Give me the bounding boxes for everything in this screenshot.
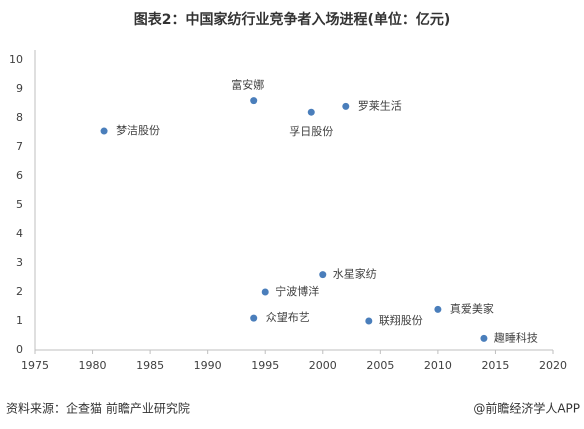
point [261, 288, 269, 296]
y-tick-label: 6 [16, 169, 23, 182]
chart-title: 图表2：中国家纺行业竞争者入场进程(单位：亿元) [134, 11, 451, 28]
point-label: 真爱美家 [450, 301, 494, 315]
y-tick-label: 4 [16, 227, 23, 240]
point-label: 富安娜 [231, 78, 264, 92]
point [365, 317, 373, 325]
point [342, 102, 350, 110]
point [434, 305, 442, 313]
point-label: 孚日股份 [289, 125, 333, 138]
point [100, 127, 108, 135]
brand: @前瞻经济学人APP [473, 401, 580, 416]
point [480, 334, 488, 342]
y-tick-label: 0 [16, 343, 23, 356]
point-label: 水星家纺 [333, 267, 377, 281]
point-label: 趣睡科技 [494, 330, 538, 344]
x-tick-label: 1995 [251, 359, 279, 372]
point-label: 联翔股份 [379, 313, 423, 327]
y-tick-label: 10 [9, 53, 23, 66]
x-tick-label: 2005 [366, 359, 394, 372]
x-tick-label: 2020 [539, 359, 567, 372]
y-tick-label: 9 [16, 82, 23, 95]
point-label: 梦洁股份 [116, 124, 160, 137]
y-tick-label: 8 [16, 111, 23, 124]
point [250, 97, 258, 105]
x-tick-label: 1975 [21, 359, 49, 372]
point [307, 108, 315, 116]
point-label: 宁波博洋 [275, 284, 319, 298]
y-tick-label: 3 [16, 256, 23, 269]
source: 资料来源：企查猫 前瞻产业研究院 [6, 401, 190, 416]
point-label: 罗莱生活 [358, 98, 402, 112]
x-tick-label: 1985 [136, 359, 164, 372]
x-tick-label: 1980 [79, 359, 107, 372]
x-tick-label: 2010 [424, 359, 452, 372]
point [250, 314, 258, 322]
x-tick-label: 1990 [194, 359, 222, 372]
x-tick-label: 2000 [309, 359, 337, 372]
point-label: 众望布艺 [266, 311, 310, 324]
x-tick-label: 2015 [481, 359, 509, 372]
point [319, 271, 327, 279]
y-tick-label: 2 [16, 285, 23, 298]
y-tick-label: 5 [16, 198, 23, 211]
y-tick-label: 7 [16, 140, 23, 153]
y-tick-label: 1 [16, 314, 23, 327]
